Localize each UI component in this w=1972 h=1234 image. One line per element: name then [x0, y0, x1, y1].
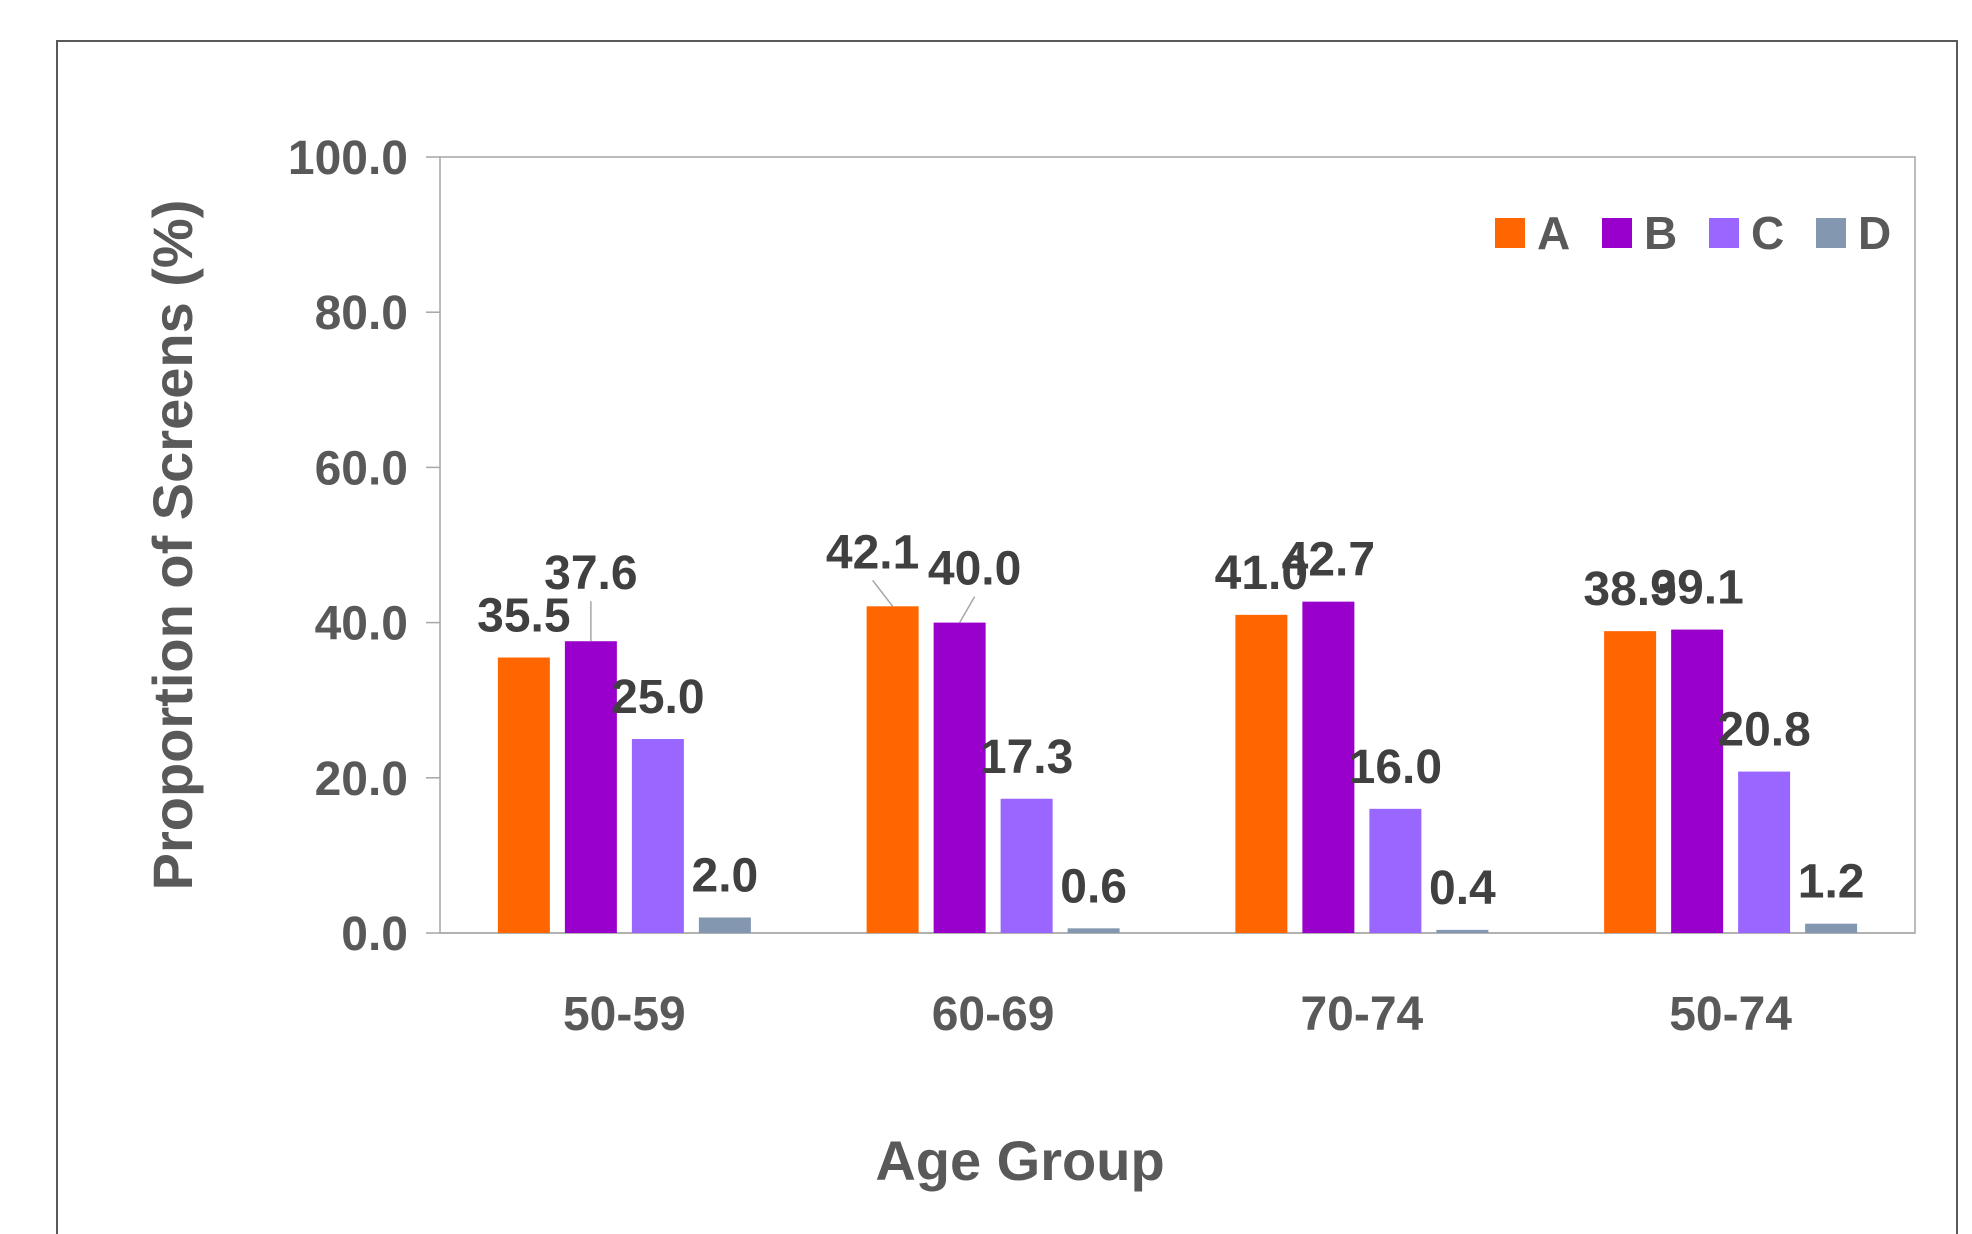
y-tick-label: 0.0: [341, 908, 408, 961]
data-label-c-60-69: 17.3: [980, 731, 1073, 784]
data-label-a-70-74: 41.0: [1215, 547, 1308, 600]
bar-c-50-74: [1738, 771, 1791, 933]
data-label-d-70-74: 0.4: [1429, 862, 1496, 915]
data-label-d-50-59: 2.0: [692, 849, 759, 902]
legend-label-c: C: [1751, 207, 1784, 259]
y-tick-label: 100.0: [288, 132, 408, 185]
legend-swatch-a: [1495, 218, 1525, 248]
data-label-a-60-69: 42.1: [826, 526, 919, 579]
data-label-d-60-69: 0.6: [1060, 860, 1127, 913]
legend: A B C D: [1495, 207, 1891, 259]
legend-label-b: B: [1644, 207, 1677, 259]
x-tick-label: 50-59: [563, 988, 686, 1041]
x-tick-label: 60-69: [932, 988, 1055, 1041]
y-tick-label: 20.0: [315, 753, 408, 806]
data-label-a-50-59: 35.5: [477, 590, 570, 643]
data-label-b-50-59: 37.6: [544, 547, 637, 600]
y-axis-title: Proportion of Screens (%): [141, 200, 204, 891]
x-tick-label: 50-74: [1669, 988, 1792, 1041]
bar-d-70-74: [1436, 929, 1489, 933]
legend-swatch-b: [1602, 218, 1632, 248]
legend-label-a: A: [1537, 207, 1570, 259]
bar-a-50-59: [497, 657, 550, 933]
y-tick-label: 80.0: [315, 287, 408, 340]
bar-b-50-74: [1671, 629, 1724, 933]
bar-c-60-69: [1000, 798, 1053, 933]
bar-d-50-59: [698, 917, 751, 933]
bar-b-70-74: [1302, 601, 1355, 933]
bar-c-50-59: [631, 739, 684, 933]
leader-line: [958, 596, 976, 623]
data-label-d-50-74: 1.2: [1798, 856, 1865, 909]
bar-c-70-74: [1369, 808, 1422, 933]
x-tick-label: 70-74: [1300, 988, 1423, 1041]
bar-a-70-74: [1235, 614, 1288, 933]
legend-swatch-d: [1816, 218, 1846, 248]
y-tick-label: 40.0: [315, 598, 408, 651]
data-label-c-50-74: 20.8: [1717, 704, 1810, 757]
bar-b-60-69: [933, 622, 986, 933]
data-label-c-70-74: 16.0: [1349, 741, 1442, 794]
y-tick-label: 60.0: [315, 442, 408, 495]
legend-label-d: D: [1858, 207, 1891, 259]
bar-a-50-74: [1604, 631, 1657, 933]
bar-d-60-69: [1067, 928, 1120, 933]
data-label-b-60-69: 40.0: [928, 543, 1021, 596]
x-axis-title: Age Group: [875, 1129, 1164, 1192]
bar-a-60-69: [866, 606, 919, 933]
bar-d-50-74: [1805, 923, 1858, 933]
legend-swatch-c: [1709, 218, 1739, 248]
data-label-c-50-59: 25.0: [611, 671, 704, 724]
data-label-a-50-74: 38.9: [1583, 563, 1676, 616]
leader-line: [872, 579, 894, 607]
data-label-b-50-74: 39.1: [1650, 562, 1743, 615]
bar-b-50-59: [564, 641, 617, 933]
data-label-b-70-74: 42.7: [1282, 534, 1375, 587]
